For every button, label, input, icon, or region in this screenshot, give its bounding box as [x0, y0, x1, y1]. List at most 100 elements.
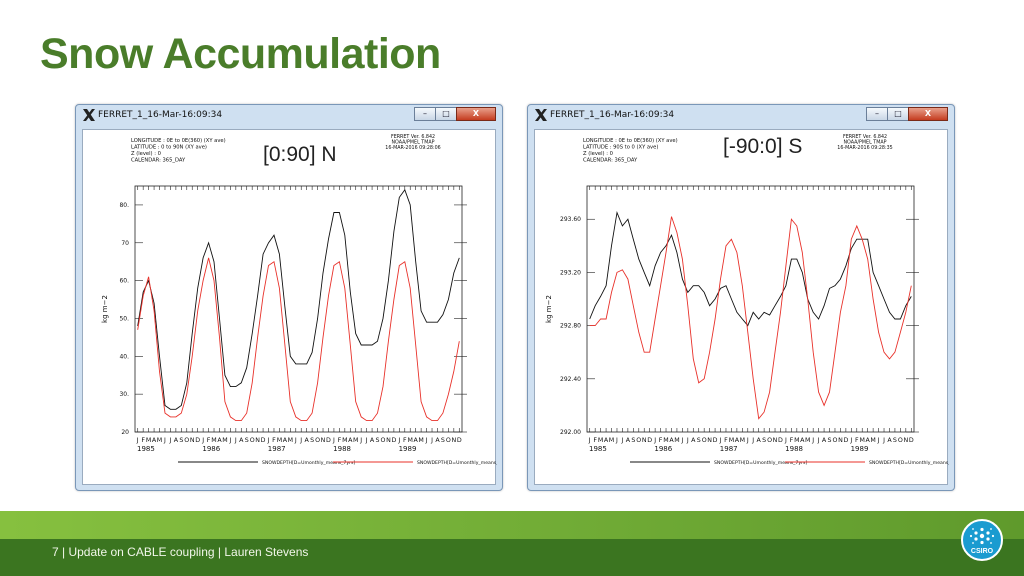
x-tick-label: J	[365, 437, 368, 444]
x-tick-label: J	[588, 437, 591, 444]
y-tick-label: 50.	[119, 315, 129, 322]
x-tick-label: M	[598, 437, 603, 444]
x-tick-label: J	[746, 437, 749, 444]
x-tick-label: S	[631, 437, 635, 444]
ferret-window-north[interactable]: FERRET_1_16-Mar-16:09:34 – □ X LONGITUDE…	[75, 104, 503, 491]
x-tick-label: J	[849, 437, 852, 444]
x-tick-label: A	[626, 437, 631, 444]
x-tick-label: S	[441, 437, 445, 444]
x-tick-label: J	[430, 437, 433, 444]
x-tick-label: J	[397, 437, 400, 444]
x-tick-label: N	[642, 437, 647, 444]
x-tick-label: J	[294, 437, 297, 444]
x-tick-label: N	[707, 437, 712, 444]
x-tick-label: F	[659, 437, 663, 444]
close-button[interactable]: X	[908, 107, 948, 121]
minimize-button[interactable]: –	[866, 107, 888, 121]
close-button[interactable]: X	[456, 107, 496, 121]
logo-text: CSIRO	[970, 548, 994, 555]
header-version-line: NOAA/PMEL TMAP	[391, 140, 434, 146]
x-tick-label: J	[751, 437, 754, 444]
x-tick-label: M	[353, 437, 358, 444]
x-tick-label: M	[740, 437, 745, 444]
x-tick-label: D	[457, 437, 462, 444]
header-version-line: FERRET Ver. 6.842	[391, 134, 435, 140]
x-tick-label: M	[794, 437, 799, 444]
x-tick-label: M	[729, 437, 734, 444]
x-tick-label: F	[593, 437, 597, 444]
x-tick-label: A	[866, 437, 871, 444]
x-tick-label: J	[267, 437, 270, 444]
x-tick-label: M	[674, 437, 679, 444]
year-label: 1988	[333, 445, 351, 453]
header-info-line: Z (level) : 0	[131, 151, 161, 157]
year-label: 1986	[202, 445, 220, 453]
x-tick-label: S	[245, 437, 249, 444]
window-titlebar[interactable]: FERRET_1_16-Mar-16:09:34 – □ X	[528, 105, 954, 127]
x-tick-label: F	[403, 437, 407, 444]
x-tick-label: F	[338, 437, 342, 444]
ferret-window-south[interactable]: FERRET_1_16-Mar-16:09:34 – □ X LONGITUDE…	[527, 104, 955, 491]
x11-icon	[535, 109, 547, 121]
x-tick-label: D	[195, 437, 200, 444]
x-tick-label: A	[217, 437, 222, 444]
x-tick-label: M	[288, 437, 293, 444]
x-tick-label: J	[234, 437, 237, 444]
x-tick-label: N	[321, 437, 326, 444]
x-tick-label: F	[855, 437, 859, 444]
x-tick-label: M	[408, 437, 413, 444]
x-tick-label: S	[893, 437, 897, 444]
year-label: 1986	[654, 445, 672, 453]
x-tick-label: O	[315, 437, 320, 444]
x-tick-label: M	[805, 437, 810, 444]
header-version-line: NOAA/PMEL TMAP	[843, 140, 886, 146]
year-label: 1987	[268, 445, 286, 453]
legend-label: SNOWDEPTH[D=Umonthly_means_7yrs]	[262, 460, 355, 466]
x-tick-label: J	[680, 437, 683, 444]
slide-title: Snow Accumulation	[40, 30, 441, 78]
x-tick-label: O	[636, 437, 641, 444]
x-tick-label: J	[136, 437, 139, 444]
header-version-line: 16-MAR-2016 09:28:06	[385, 145, 440, 151]
year-label: 1987	[720, 445, 738, 453]
x-tick-label: J	[615, 437, 618, 444]
x-tick-label: O	[250, 437, 255, 444]
x-tick-label: O	[832, 437, 837, 444]
x-tick-label: N	[255, 437, 260, 444]
csiro-logo: CSIRO	[961, 519, 1003, 561]
x11-icon	[83, 109, 95, 121]
series-line-black	[589, 210, 912, 327]
x-tick-label: J	[168, 437, 171, 444]
maximize-button[interactable]: □	[435, 107, 457, 121]
x-tick-label: A	[735, 437, 740, 444]
x-tick-label: A	[435, 437, 440, 444]
minimize-button[interactable]: –	[414, 107, 436, 121]
series-line-black	[137, 188, 460, 410]
x-tick-label: D	[391, 437, 396, 444]
year-label: 1985	[137, 445, 155, 453]
header-info-line: CALENDAR: 365_DAY	[583, 158, 638, 164]
x-tick-label: J	[817, 437, 820, 444]
series-line-red	[589, 216, 912, 420]
x-tick-label: J	[686, 437, 689, 444]
x-tick-label: D	[843, 437, 848, 444]
header-info-line: Z (level) : 0	[583, 151, 613, 157]
x-tick-label: F	[724, 437, 728, 444]
plot-frame	[134, 185, 463, 433]
window-title: FERRET_1_16-Mar-16:09:34	[98, 110, 223, 120]
hemisphere-label-north: [0:90] N	[263, 143, 337, 167]
x-tick-label: A	[348, 437, 353, 444]
x-tick-label: J	[877, 437, 880, 444]
x-tick-label: O	[898, 437, 903, 444]
header-info-line: LATITUDE : 0 to 90N (XY ave)	[131, 145, 207, 151]
series-line-red	[137, 257, 460, 422]
y-tick-label: 40.	[119, 353, 129, 360]
x-tick-label: S	[376, 437, 380, 444]
x-tick-label: J	[784, 437, 787, 444]
y-tick-label: 292.80	[560, 323, 581, 330]
plot-canvas: LONGITUDE : 0E to 0E(360) (XY ave) LATITU…	[534, 129, 949, 485]
header-info-line: LONGITUDE : 0E to 0E(360) (XY ave)	[131, 138, 226, 144]
window-titlebar[interactable]: FERRET_1_16-Mar-16:09:34 – □ X	[76, 105, 502, 127]
maximize-button[interactable]: □	[887, 107, 909, 121]
x-tick-label: J	[299, 437, 302, 444]
